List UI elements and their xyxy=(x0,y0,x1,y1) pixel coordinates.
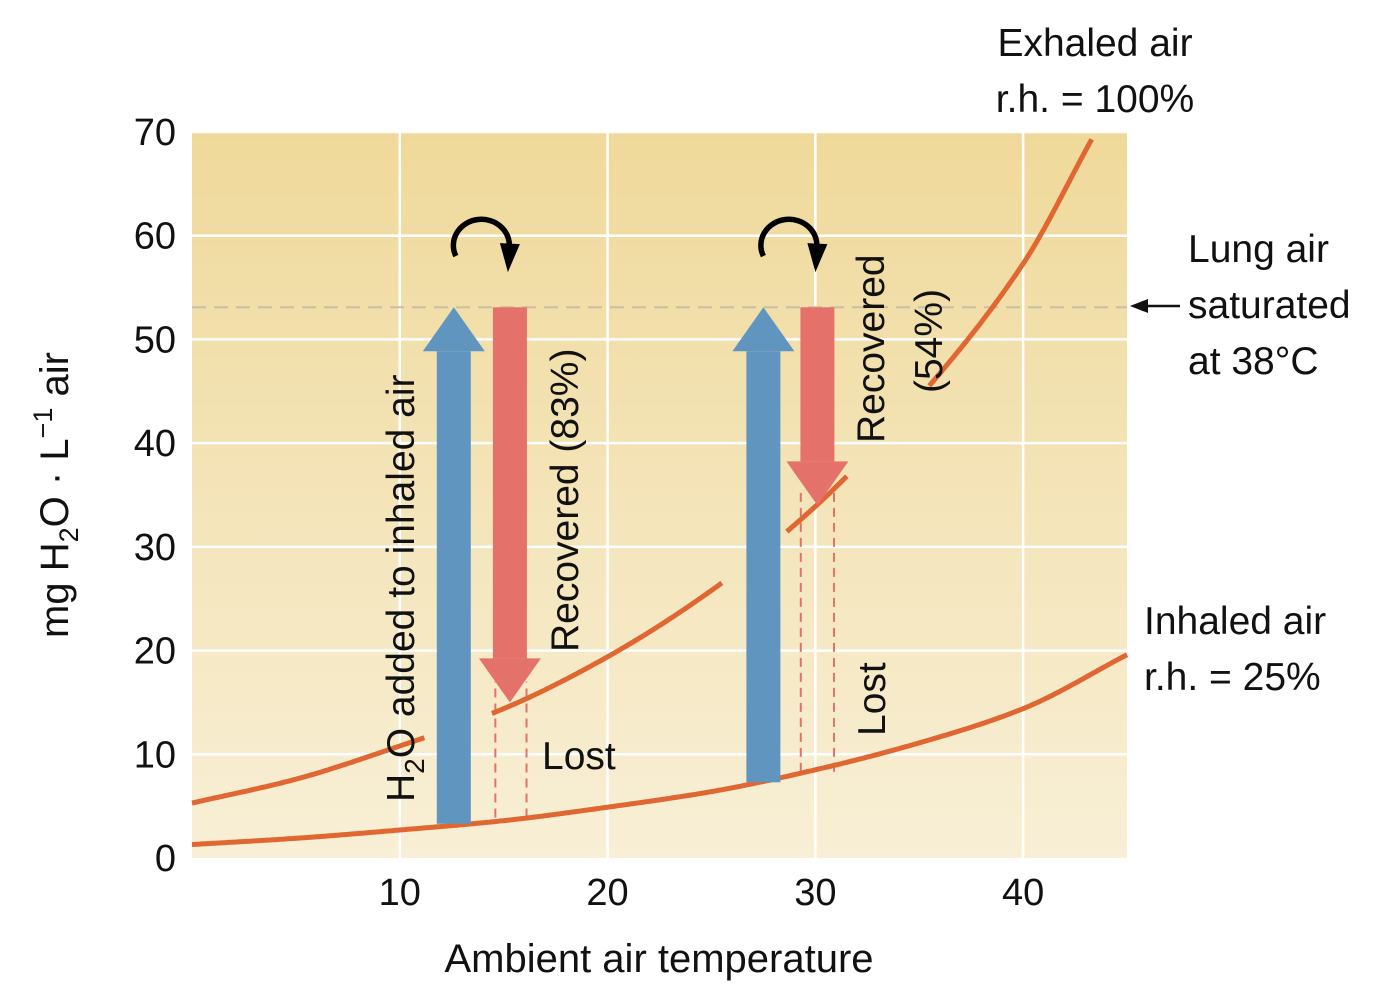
recovered-arrow-1-head xyxy=(478,658,541,703)
x-tick-label-30: 30 xyxy=(794,872,836,914)
y-tick-label-70: 70 xyxy=(134,112,176,154)
y-tick-label-10: 10 xyxy=(134,734,176,776)
tick-labels: 10 20 30 40 0 10 20 30 40 50 60 70 xyxy=(134,112,1045,914)
y-axis-title: mg H2O · L−1 air xyxy=(28,352,84,638)
recovered-83-label: Recovered (83%) xyxy=(544,349,587,652)
lost-brackets xyxy=(494,489,836,818)
cycle-arrows xyxy=(450,216,828,273)
y-tick-label-50: 50 xyxy=(134,319,176,361)
y-tick-label-60: 60 xyxy=(134,216,176,258)
recovered-arrow-3-head xyxy=(786,461,849,506)
recovered-arrow-3-shaft xyxy=(800,307,835,462)
added-arrow-2-shaft xyxy=(746,351,781,783)
exhaled-rh-label: r.h. = 100% xyxy=(996,78,1194,121)
y-tick-label-40: 40 xyxy=(134,423,176,465)
lung-air-label: Lung air xyxy=(1188,228,1329,271)
recovered-54-percent-label: (54%) xyxy=(908,289,951,393)
lung-saturated-label: saturated xyxy=(1188,284,1351,327)
added-arrow-2-head xyxy=(732,307,795,352)
y-tick-label-0: 0 xyxy=(155,838,176,880)
exhaled-air-label: Exhaled air xyxy=(997,22,1192,65)
y-tick-label-30: 30 xyxy=(134,527,176,569)
lung-temperature-label: at 38°C xyxy=(1188,340,1319,383)
x-tick-label-20: 20 xyxy=(586,872,628,914)
cycle-arrow-0-arc xyxy=(450,216,513,258)
curve-series-1-segment-0 xyxy=(191,652,1129,847)
inhaled-rh-label: r.h. = 25% xyxy=(1144,656,1321,699)
lost-label-1: Lost xyxy=(542,735,616,778)
flow-arrows xyxy=(422,307,849,824)
cycle-arrow-1-arc xyxy=(758,216,820,258)
added-arrow-0-head xyxy=(422,307,485,352)
cycle-arrow-1-head xyxy=(807,243,828,273)
curve-series-0-segment-0 xyxy=(191,735,426,806)
y-tick-label-20: 20 xyxy=(134,631,176,673)
recovered-54-label: Recovered xyxy=(850,254,893,443)
lung-pointer-arrow xyxy=(1130,299,1180,313)
curves xyxy=(191,138,1129,847)
curve-series-0-segment-1 xyxy=(491,580,724,716)
x-tick-label-40: 40 xyxy=(1002,872,1044,914)
added-arrow-0-shaft xyxy=(436,351,471,824)
x-axis-title: Ambient air temperature xyxy=(444,937,873,981)
curve-series-0-segment-3 xyxy=(927,138,1094,388)
plot-background xyxy=(192,132,1127,858)
x-tick-label-10: 10 xyxy=(379,872,421,914)
cycle-arrow-0-head xyxy=(499,243,520,273)
lost-label-2: Lost xyxy=(851,662,894,736)
curve-series-0-segment-2 xyxy=(785,474,849,534)
h2o-added-label: H2O added to inhaled air xyxy=(380,374,430,802)
recovered-arrow-1-shaft xyxy=(492,307,527,659)
inhaled-air-label: Inhaled air xyxy=(1144,600,1326,643)
